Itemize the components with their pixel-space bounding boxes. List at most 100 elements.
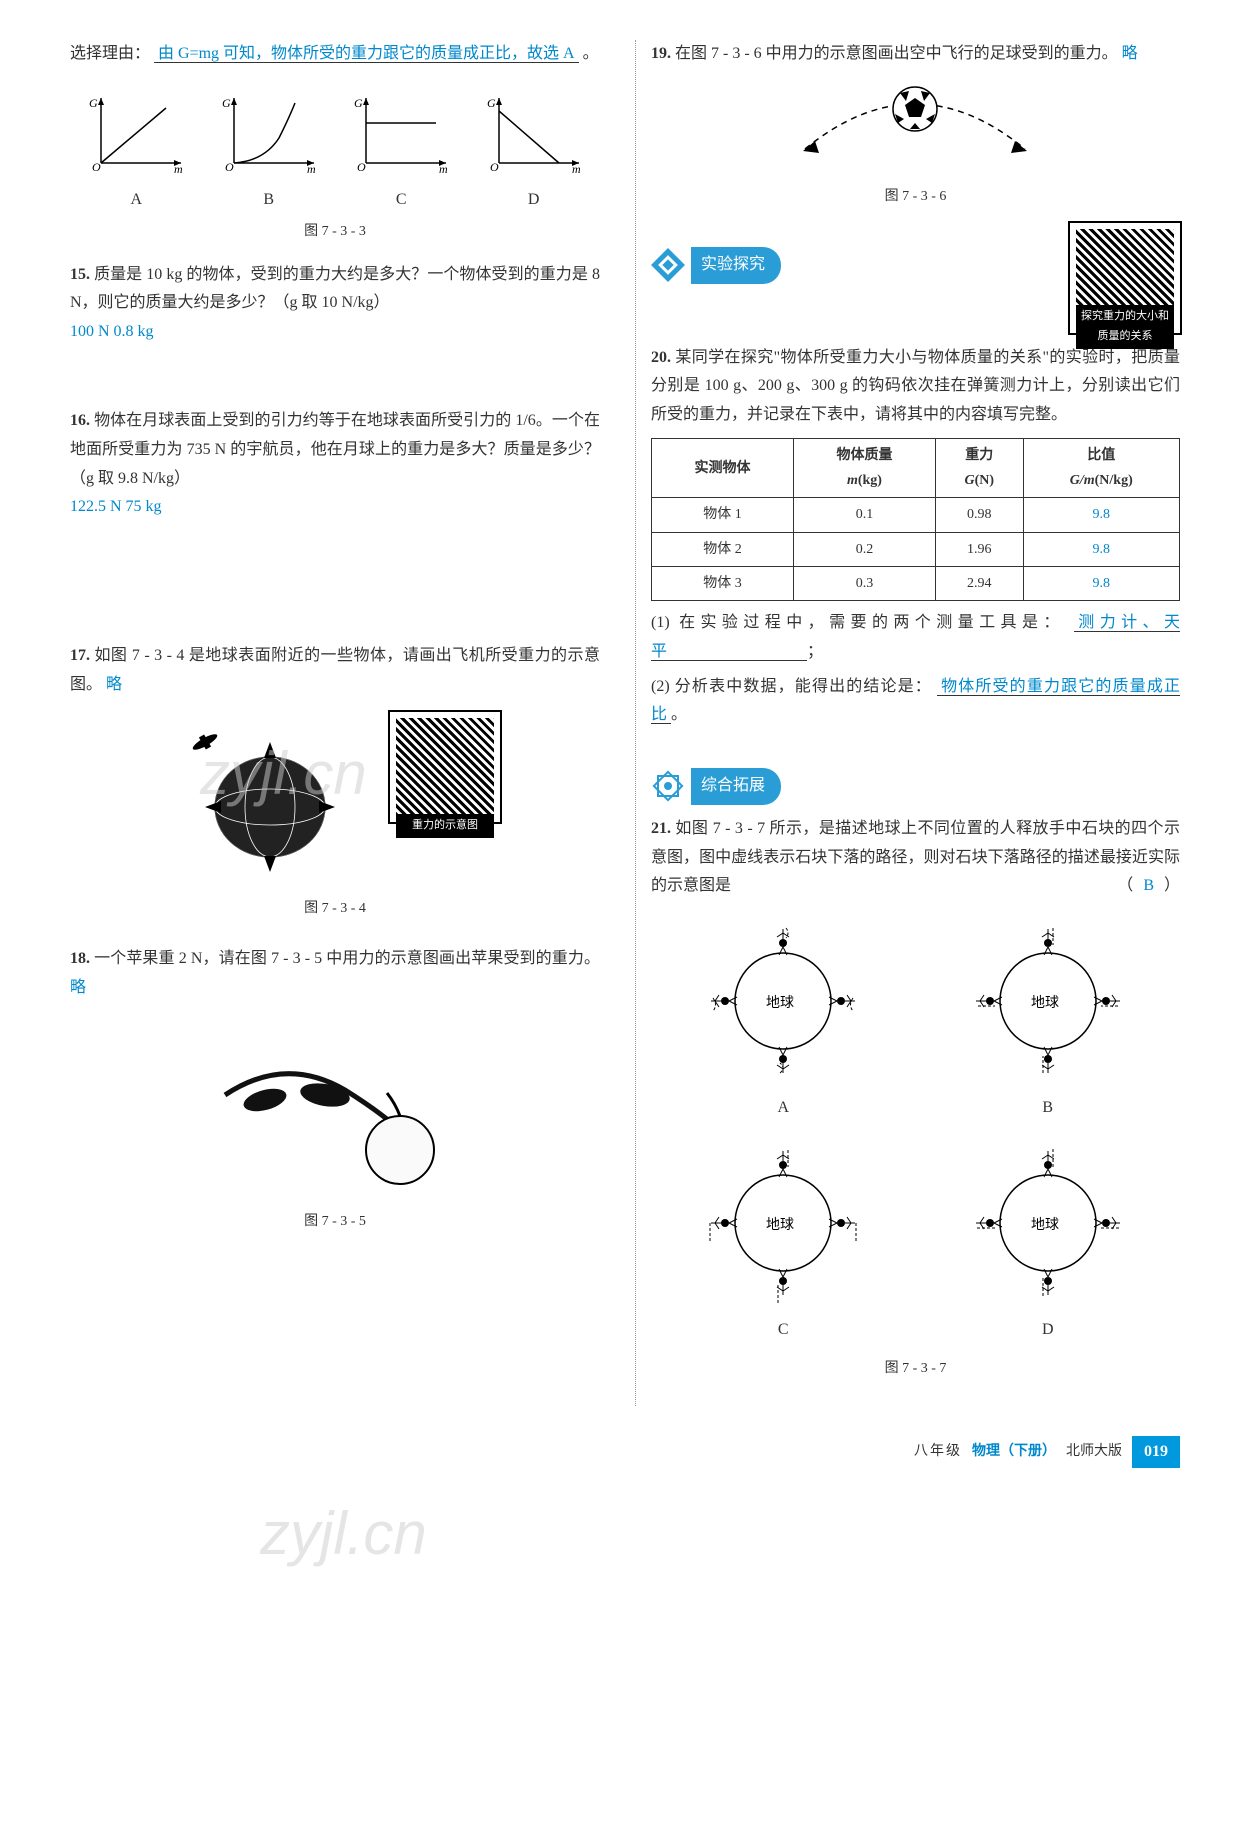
- th-ratio: 比值G/m(N/kg): [1023, 438, 1179, 497]
- th-object: 实测物体: [651, 438, 793, 497]
- intro-period: 。: [583, 45, 599, 62]
- q20-sub1: (1) 在实验过程中，需要的两个测量工具是： 测力计、天平；: [651, 609, 1180, 667]
- graph-a-label: A: [86, 186, 186, 215]
- cell: 0.98: [935, 498, 1023, 532]
- fig733-caption: 图 7 - 3 - 3: [70, 219, 600, 244]
- earth-a: 地球 A: [656, 913, 910, 1123]
- svg-text:地球: 地球: [1031, 995, 1059, 1011]
- paren-open: （: [1117, 877, 1133, 894]
- table-row: 物体 2 0.2 1.96 9.8: [651, 532, 1179, 566]
- cell: 物体 3: [651, 566, 793, 600]
- main-columns: 选择理由： 由 G=mg 可知，物体所受的重力跟它的质量成正比，故选 A 。 G…: [70, 40, 1180, 1406]
- svg-text:G: G: [89, 96, 98, 110]
- q18-answer: 略: [70, 979, 86, 996]
- cell-answer: 9.8: [1023, 566, 1179, 600]
- graph-d-label: D: [484, 186, 584, 215]
- page-footer: 八年级 物理（下册） 北师大版 019: [70, 1436, 1180, 1469]
- svg-text:m: m: [439, 162, 448, 173]
- question-17: 17. 如图 7 - 3 - 4 是地球表面附近的一些物体，请画出飞机所受重力的…: [70, 642, 600, 921]
- q15-number: 15.: [70, 266, 90, 283]
- q19-number: 19.: [651, 45, 671, 62]
- earth-d: 地球 D: [921, 1135, 1175, 1345]
- right-column: 19. 在图 7 - 3 - 6 中用力的示意图画出空中飞行的足球受到的重力。 …: [635, 40, 1180, 1406]
- q20-qr-caption: 探究重力的大小和质量的关系: [1076, 305, 1174, 349]
- svg-text:G: G: [487, 96, 496, 110]
- earth-b: 地球 B: [921, 913, 1175, 1123]
- graph-b-svg: G O m: [219, 93, 319, 173]
- earth-b-icon: 地球: [953, 913, 1143, 1083]
- graphs-row: G O m A G O m B: [70, 93, 600, 215]
- section-experiment: 实验探究: [651, 247, 781, 284]
- q18-figure: 图 7 - 3 - 5: [70, 1015, 600, 1235]
- left-column: 选择理由： 由 G=mg 可知，物体所受的重力跟它的质量成正比，故选 A 。 G…: [70, 40, 615, 1406]
- question-19: 19. 在图 7 - 3 - 6 中用力的示意图画出空中飞行的足球受到的重力。 …: [651, 40, 1180, 209]
- earth-row-1: 地球 A 地球: [651, 913, 1180, 1123]
- q20-sub2: (2) 分析表中数据，能得出的结论是： 物体所受的重力跟它的质量成正比。: [651, 673, 1180, 731]
- paren-close: ）: [1164, 877, 1180, 894]
- q19-figure: 图 7 - 3 - 6: [651, 79, 1180, 209]
- th-gravity: 重力G(N): [935, 438, 1023, 497]
- svg-text:地球: 地球: [1031, 1217, 1059, 1233]
- svg-text:G: G: [222, 96, 231, 110]
- intro-reason: 选择理由： 由 G=mg 可知，物体所受的重力跟它的质量成正比，故选 A 。: [70, 40, 600, 69]
- svg-text:地球: 地球: [766, 995, 794, 1011]
- fig735-caption: 图 7 - 3 - 5: [70, 1209, 600, 1234]
- svg-text:m: m: [572, 162, 581, 173]
- earth-a-label: A: [656, 1094, 910, 1123]
- graph-a: G O m A: [86, 93, 186, 215]
- q16-answer: 122.5 N 75 kg: [70, 493, 600, 522]
- question-21: 21. 如图 7 - 3 - 7 所示，是描述地球上不同位置的人释放手中石块的四…: [651, 815, 1180, 1382]
- watermark-2: zyjl.cn: [260, 1480, 427, 1588]
- q17-number: 17.: [70, 647, 90, 664]
- earth-d-icon: 地球: [953, 1135, 1143, 1305]
- svg-text:m: m: [307, 162, 316, 173]
- svg-text:G: G: [354, 96, 363, 110]
- table-row: 物体 1 0.1 0.98 9.8: [651, 498, 1179, 532]
- graph-d-svg: G O m: [484, 93, 584, 173]
- intro-answer: 由 G=mg 可知，物体所受的重力跟它的质量成正比，故选 A: [154, 45, 579, 63]
- svg-text:O: O: [92, 160, 101, 173]
- graph-c-svg: G O m: [351, 93, 451, 173]
- q20-sub1-text: (1) 在实验过程中，需要的两个测量工具是：: [651, 614, 1065, 631]
- football-icon: [785, 79, 1045, 169]
- earth-a-icon: 地球: [688, 913, 878, 1083]
- cell: 0.3: [793, 566, 935, 600]
- graph-c-label: C: [351, 186, 451, 215]
- q20-text: 某同学在探究"物体所受重力大小与物体质量的关系"的实验时，把质量分别是 100 …: [651, 349, 1180, 424]
- cell: 0.1: [793, 498, 935, 532]
- table-row: 物体 3 0.3 2.94 9.8: [651, 566, 1179, 600]
- q16-number: 16.: [70, 412, 90, 429]
- intro-label: 选择理由：: [70, 45, 150, 62]
- graph-c: G O m C: [351, 93, 451, 215]
- graph-b: G O m B: [219, 93, 319, 215]
- question-18: 18. 一个苹果重 2 N，请在图 7 - 3 - 5 中用力的示意图画出苹果受…: [70, 945, 600, 1235]
- earth-c: 地球 C: [656, 1135, 910, 1345]
- svg-text:地球: 地球: [766, 1217, 794, 1233]
- cell: 2.94: [935, 566, 1023, 600]
- cell: 0.2: [793, 532, 935, 566]
- q20-sub2-text: (2) 分析表中数据，能得出的结论是：: [651, 678, 932, 695]
- q16-text: 物体在月球表面上受到的引力约等于在地球表面所受引力的 1/6。一个在地面所受重力…: [70, 412, 600, 487]
- graph-d: G O m D: [484, 93, 584, 215]
- svg-text:O: O: [490, 160, 499, 173]
- footer-page: 019: [1132, 1436, 1180, 1469]
- q20-table: 实测物体 物体质量m(kg) 重力G(N) 比值G/m(N/kg) 物体 1 0…: [651, 438, 1180, 601]
- svg-text:m: m: [174, 162, 183, 173]
- cell-answer: 9.8: [1023, 532, 1179, 566]
- q17-answer: 略: [106, 676, 122, 693]
- graph-b-label: B: [219, 186, 319, 215]
- question-20: 20. 某同学在探究"物体所受重力大小与物体质量的关系"的实验时，把质量分别是 …: [651, 344, 1180, 731]
- th-mass: 物体质量m(kg): [793, 438, 935, 497]
- q19-answer: 略: [1122, 45, 1138, 62]
- svg-text:O: O: [225, 160, 234, 173]
- q18-number: 18.: [70, 950, 90, 967]
- q21-text: 如图 7 - 3 - 7 所示，是描述地球上不同位置的人释放手中石块的四个示意图…: [651, 820, 1180, 895]
- earth-c-icon: 地球: [688, 1135, 878, 1305]
- apple-icon: [205, 1015, 465, 1195]
- q21-answer: B: [1137, 877, 1160, 894]
- earth-b-label: B: [921, 1094, 1175, 1123]
- footer-grade: 八年级: [914, 1439, 962, 1464]
- earth-c-label: C: [656, 1316, 910, 1345]
- q15-answer: 100 N 0.8 kg: [70, 318, 600, 347]
- q19-text: 在图 7 - 3 - 6 中用力的示意图画出空中飞行的足球受到的重力。: [675, 45, 1118, 62]
